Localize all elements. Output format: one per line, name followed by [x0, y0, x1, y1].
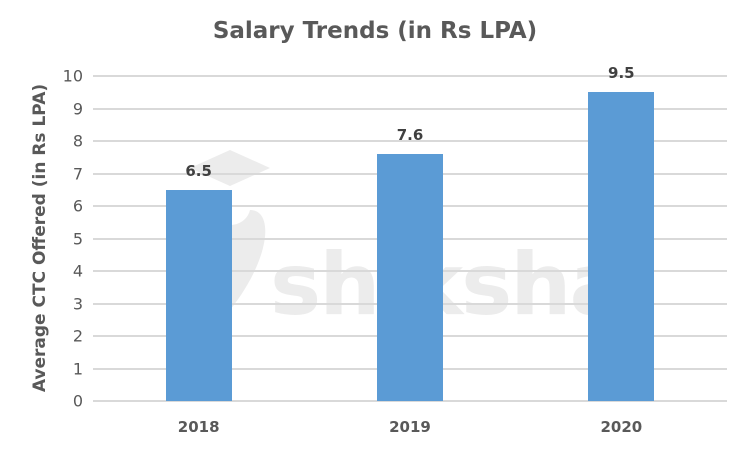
chart-title: Salary Trends (in Rs LPA)	[212, 18, 538, 44]
x-tick-label: 2020	[600, 418, 643, 436]
data-label: 9.5	[608, 64, 635, 83]
y-tick-label: 4	[72, 261, 83, 281]
gridline	[93, 140, 727, 142]
y-tick-label: 9	[72, 99, 83, 118]
bar-2020	[588, 92, 655, 401]
data-label: 6.5	[185, 161, 212, 180]
y-tick-label: 5	[72, 229, 83, 248]
x-tick-label: 2019	[389, 418, 431, 436]
gridline	[93, 400, 727, 402]
data-label: 7.6	[396, 126, 424, 144]
y-tick-label: 10	[62, 66, 83, 86]
y-tick-label: 1	[72, 359, 83, 378]
gridline	[93, 75, 727, 77]
y-tick-label: 7	[72, 164, 83, 183]
y-tick-label: 2	[72, 326, 83, 346]
bar-2019	[377, 154, 443, 401]
y-tick-label: 6	[72, 196, 83, 216]
x-tick-label: 2018	[177, 418, 220, 436]
y-tick-label: 8	[72, 131, 83, 151]
gridline	[93, 107, 727, 110]
y-tick-label: 3	[72, 294, 83, 313]
plot-area: 0 1 2 3 4 5 6 7 8 9 10 6.5 7.6 9.5	[63, 64, 727, 411]
watermark-text: shiksha	[270, 235, 628, 335]
y-tick-label: 0	[72, 391, 83, 411]
bar-2018	[165, 189, 232, 401]
